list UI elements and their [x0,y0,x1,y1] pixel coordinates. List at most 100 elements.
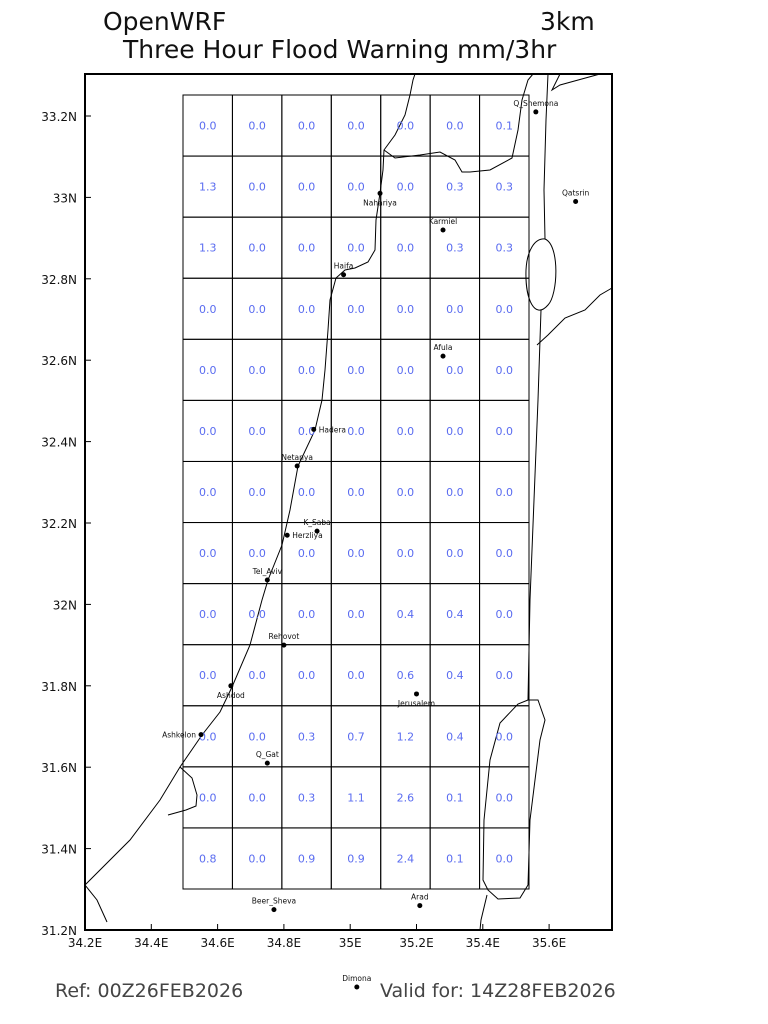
city-marker [294,463,300,469]
city-label: Haifa [334,262,354,271]
ref-time: Ref: 00Z26FEB2026 [55,980,243,1002]
cell-value: 0.0 [199,120,217,133]
city-marker [271,907,277,913]
coastline [84,73,416,886]
city-label: Beer_Sheva [252,897,296,906]
cell-value: 0.1 [446,852,464,865]
lat-tick-label: 31.4N [41,843,77,857]
cell-value: 0.0 [298,120,316,133]
cell-value: 0.0 [248,486,266,499]
lat-tick-label: 32.8N [41,273,77,287]
cell-value: 0.0 [298,669,316,682]
southern-border [84,884,108,923]
lebanon-border [383,73,534,173]
cell-value: 0.0 [496,852,514,865]
cell-value: 1.2 [397,730,415,743]
lon-tick-label: 34.8E [267,936,301,950]
cell-value: 0.0 [298,425,316,438]
map-title: Three Hour Flood Warning mm/3hr [122,35,557,64]
cell-value: 0.0 [397,547,415,560]
cell-value: 0.0 [496,425,514,438]
jordan-river-south [527,309,542,701]
cell-value: 0.0 [298,303,316,316]
cell-value: 0.8 [199,852,217,865]
city-marker [228,683,234,689]
cell-value: 0.1 [446,791,464,804]
cell-value: 0.0 [397,242,415,255]
lon-tick-label: 35.2E [399,936,433,950]
cell-value: 0.0 [199,608,217,621]
cell-value: 1.3 [199,242,217,255]
cell-value: 0.0 [446,425,464,438]
city-label: Nahariya [363,198,397,207]
cell-value: 0.0 [199,669,217,682]
cell-value: 0.0 [248,669,266,682]
cell-value: 0.0 [347,547,365,560]
cell-value: 0.0 [248,730,266,743]
valid-time: Valid for: 14Z28FEB2026 [380,980,616,1002]
cell-value: 0.3 [496,181,514,194]
cell-value: 0.0 [248,181,266,194]
cell-value: 0.0 [347,242,365,255]
city-label: Herzliya [292,531,322,540]
lon-tick-label: 34.2E [68,936,102,950]
city-marker [573,198,579,204]
lon-tick-label: 35.6E [532,936,566,950]
city-marker [264,577,270,583]
map-frame [84,73,613,931]
city-label: Qatsrin [562,188,590,197]
city-marker [440,227,446,233]
city-label: Hadera [319,425,346,434]
cell-value: 0.0 [248,547,266,560]
cell-value: 0.4 [446,730,464,743]
jordan-river-north [543,73,549,240]
cell-value: 0.3 [298,730,316,743]
grid-cell [479,827,530,890]
cell-value: 0.0 [248,303,266,316]
lat-tick-label: 31.6N [41,761,77,775]
cell-value: 0.0 [397,181,415,194]
city-marker [284,532,290,538]
cell-value: 2.4 [397,852,415,865]
lon-tick-label: 35.4E [466,936,500,950]
cell-value: 0.0 [347,669,365,682]
axes: 34.2E 34.4E 34.6E 34.8E 35E 35.2E 35.4E 35.6E 33… [41,110,566,950]
cell-value: 0.0 [347,181,365,194]
city-marker [533,109,539,115]
cell-value: 0.0 [397,364,415,377]
cell-value: 0.0 [298,608,316,621]
city-marker [281,642,287,648]
city-marker [354,984,360,990]
cell-value: 0.0 [397,303,415,316]
cell-value: 0.0 [248,364,266,377]
cell-value: 0.0 [248,120,266,133]
cell-value: 0.9 [347,852,365,865]
cell-value: 0.0 [199,791,217,804]
city-marker [417,903,423,909]
golan-border [550,73,601,92]
dead-sea [482,699,546,900]
city-label: Dimona [342,974,371,983]
cell-value: 0.0 [446,364,464,377]
cell-value: 0.0 [496,547,514,560]
cell-value: 0.0 [248,791,266,804]
cell-value: 0.0 [298,181,316,194]
cell-value: 0.0 [397,120,415,133]
cell-value: 0.0 [347,303,365,316]
lon-tick-label: 35E [339,936,362,950]
lat-tick-label: 32.2N [41,517,77,531]
cell-value: 0.0 [496,791,514,804]
lat-tick-label: 31.8N [41,680,77,694]
cell-value: 0.0 [298,486,316,499]
city-label: Netanya [281,453,313,462]
cell-value: 0.1 [496,120,514,133]
city-label: Ashkelon [162,731,196,740]
city-label: Q_Gat [256,750,279,759]
cell-value: 0.0 [496,608,514,621]
value-grid: 0.0 0.0 0.0 0.0 0.0 0.0 0.1 1.3 0.0 0.0 0.0 0.0 0.3 0… [182,94,530,890]
cell-value: 0.0 [347,486,365,499]
cell-value: 0.0 [347,425,365,438]
cell-value: 0.0 [446,547,464,560]
lon-tick-label: 34.4E [134,936,168,950]
city-marker [414,691,419,697]
